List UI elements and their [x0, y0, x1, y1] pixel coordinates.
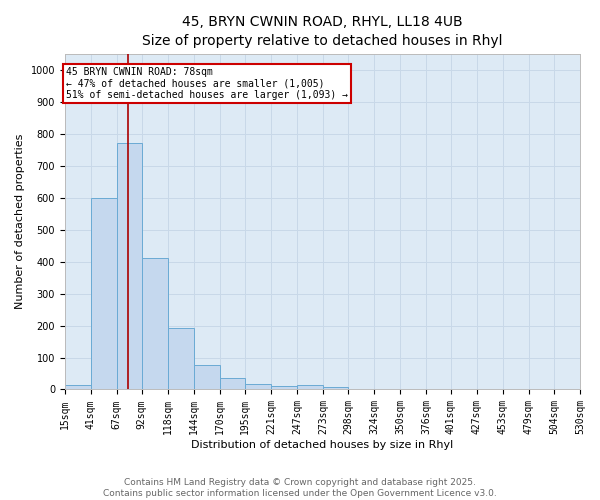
- X-axis label: Distribution of detached houses by size in Rhyl: Distribution of detached houses by size …: [191, 440, 454, 450]
- Bar: [168, 328, 194, 390]
- Text: Contains HM Land Registry data © Crown copyright and database right 2025.
Contai: Contains HM Land Registry data © Crown c…: [103, 478, 497, 498]
- Text: 45 BRYN CWNIN ROAD: 78sqm
← 47% of detached houses are smaller (1,005)
51% of se: 45 BRYN CWNIN ROAD: 78sqm ← 47% of detac…: [66, 66, 348, 100]
- Bar: [323, 387, 348, 390]
- Bar: [91, 198, 117, 390]
- Bar: [117, 144, 142, 390]
- Bar: [194, 366, 220, 390]
- Bar: [245, 384, 271, 390]
- Bar: [297, 386, 323, 390]
- Bar: [271, 386, 297, 390]
- Bar: [220, 378, 245, 390]
- Y-axis label: Number of detached properties: Number of detached properties: [15, 134, 25, 310]
- Bar: [142, 258, 168, 390]
- Title: 45, BRYN CWNIN ROAD, RHYL, LL18 4UB
Size of property relative to detached houses: 45, BRYN CWNIN ROAD, RHYL, LL18 4UB Size…: [142, 15, 503, 48]
- Bar: [65, 384, 91, 390]
